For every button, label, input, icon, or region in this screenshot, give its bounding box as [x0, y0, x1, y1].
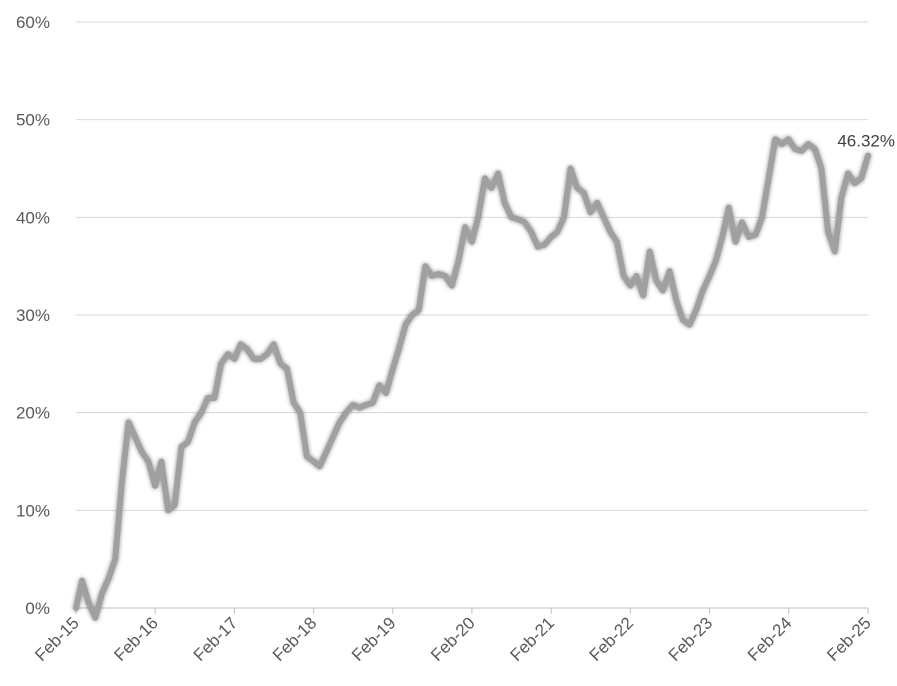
x-tick-label: Feb-17 [190, 613, 242, 665]
y-tick-label: 10% [16, 501, 50, 520]
x-tick-label: Feb-22 [586, 613, 638, 665]
series-line [73, 136, 871, 621]
x-tick-label: Feb-25 [823, 613, 875, 665]
y-tick-label: 50% [16, 111, 50, 130]
y-tick-label: 60% [16, 13, 50, 32]
gridlines [76, 21, 868, 511]
y-tick-label: 0% [25, 599, 50, 618]
x-tick-label: Feb-20 [427, 613, 479, 665]
x-axis: Feb-15 Feb-16 Feb-17 Feb-18 Feb-19 Feb-20 Feb-… [31, 607, 875, 665]
end-value-label: 46.32% [837, 132, 895, 151]
x-tick-label: Feb-19 [348, 613, 400, 665]
y-tick-label: 40% [16, 208, 50, 227]
y-axis: 0% 10% 20% 30% 40% 50% 60% [16, 13, 50, 618]
x-tick-label: Feb-15 [31, 613, 83, 665]
annotation-layer: 46.32% [837, 132, 895, 151]
series-layer [73, 136, 871, 621]
x-tick-label: Feb-24 [744, 613, 796, 665]
x-tick-label: Feb-23 [665, 613, 717, 665]
y-tick-label: 30% [16, 306, 50, 325]
x-tick-label: Feb-18 [269, 613, 321, 665]
x-tick-label: Feb-16 [110, 613, 162, 665]
y-tick-label: 20% [16, 404, 50, 423]
x-tick-label: Feb-21 [507, 613, 559, 665]
